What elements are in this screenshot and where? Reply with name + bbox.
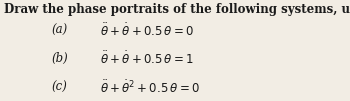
Text: (b): (b) — [51, 52, 68, 65]
Text: $\ddot{\theta}+\dot{\theta}^{2}+0.5\,\theta=0$: $\ddot{\theta}+\dot{\theta}^{2}+0.5\,\th… — [100, 80, 199, 96]
Text: Draw the phase portraits of the following systems, using isoclines: Draw the phase portraits of the followin… — [4, 3, 350, 16]
Text: $\ddot{\theta}+\dot{\theta}+0.5\,\theta=1$: $\ddot{\theta}+\dot{\theta}+0.5\,\theta=… — [100, 50, 194, 67]
Text: (c): (c) — [51, 81, 68, 94]
Text: (a): (a) — [51, 24, 68, 37]
Text: $\ddot{\theta}+\dot{\theta}+0.5\,\theta=0$: $\ddot{\theta}+\dot{\theta}+0.5\,\theta=… — [100, 22, 194, 38]
